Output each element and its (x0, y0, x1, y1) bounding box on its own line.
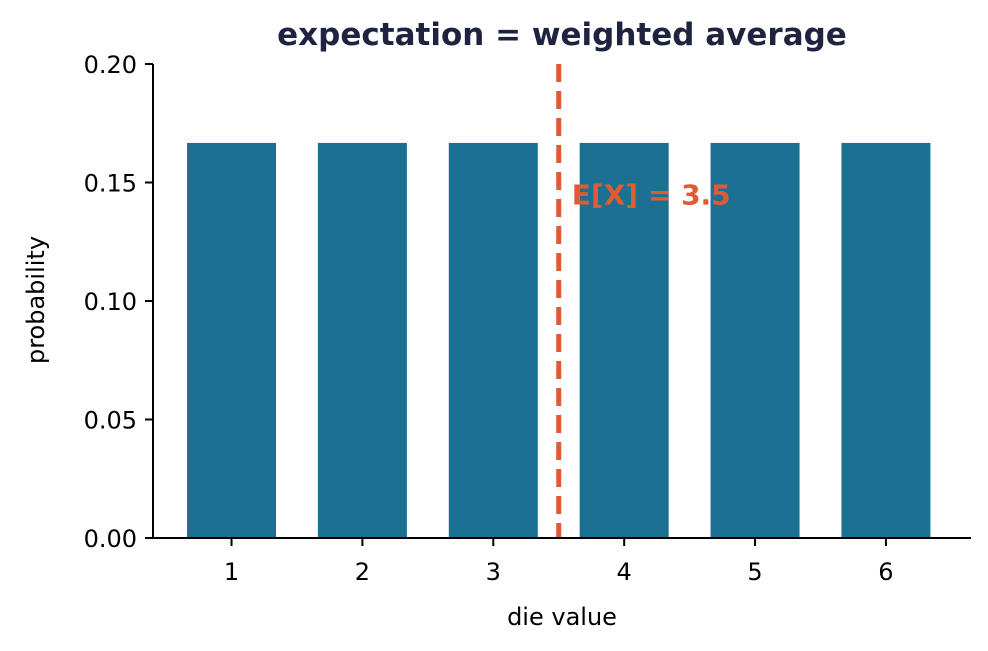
y-tick-label: 0.00 (84, 525, 137, 553)
x-tick-label: 4 (617, 558, 632, 586)
x-tick-label: 6 (878, 558, 893, 586)
y-tick-label: 0.15 (84, 170, 137, 198)
bar-1 (187, 142, 277, 539)
x-tick-label: 5 (747, 558, 762, 586)
x-tick-label: 2 (355, 558, 370, 586)
y-tick-label: 0.10 (84, 288, 137, 316)
axes: 0.00 0.05 0.10 0.15 0.20 1 2 3 4 5 6 (84, 51, 971, 586)
x-tick-label: 1 (224, 558, 239, 586)
bar-2 (317, 142, 407, 539)
x-tick-label: 3 (486, 558, 501, 586)
y-tick-label: 0.05 (84, 407, 137, 435)
bar-5 (710, 142, 800, 539)
chart-title: expectation = weighted average (277, 17, 847, 53)
bars (187, 142, 931, 539)
x-axis-label: die value (507, 603, 617, 631)
bar-4 (579, 142, 669, 539)
bar-3 (448, 142, 538, 539)
annotation-expected-value: E[X] = 3.5 (572, 178, 731, 211)
y-tick-label: 0.20 (84, 51, 137, 79)
y-axis-label: probability (22, 236, 50, 364)
bar-6 (841, 142, 931, 539)
